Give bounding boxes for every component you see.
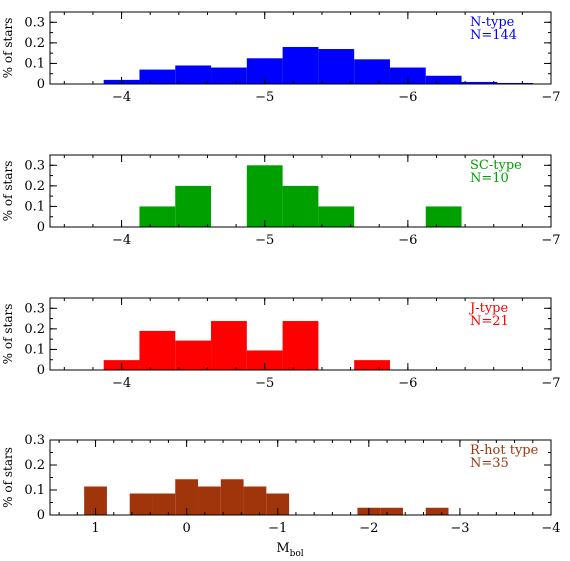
- histogram-bar: [175, 185, 212, 227]
- y-tick-label: 0.3: [24, 158, 45, 173]
- plot-frame: [49, 154, 552, 228]
- series-label: J-type: [468, 301, 508, 316]
- series-label: R-hot type: [470, 443, 539, 458]
- panel-4: 1 0 −1 −2 −3 −4 0 0.1 0.2 0.3 % of stars R-hot type…: [1, 433, 561, 536]
- histogram-bar: [354, 59, 390, 84]
- x-tick-label: 1: [91, 521, 99, 536]
- histogram-bar: [246, 165, 283, 227]
- y-tick-label: 0: [37, 363, 45, 378]
- x-tick-label: −4: [112, 376, 131, 391]
- histogram-bar: [318, 49, 355, 84]
- histogram-bar: [389, 67, 426, 84]
- series-count-label: N=21: [470, 314, 509, 329]
- histogram-bar: [220, 479, 244, 515]
- x-tick-label: −5: [255, 376, 274, 391]
- x-tick-label: −4: [112, 90, 131, 105]
- histogram-bar: [175, 340, 212, 370]
- y-axis-label: % of stars: [1, 304, 15, 365]
- histogram-bar: [211, 67, 247, 84]
- histogram-bar: [246, 350, 283, 370]
- x-tick-label: −5: [255, 233, 274, 248]
- x-tick-label: −4: [541, 521, 560, 536]
- x-tick-label: −1: [268, 521, 287, 536]
- y-axis-label: % of stars: [1, 447, 15, 508]
- histogram-bar: [139, 206, 176, 227]
- y-tick-label: 0.3: [24, 15, 45, 30]
- histogram-bar: [139, 69, 176, 84]
- y-tick-label: 0.3: [24, 301, 45, 316]
- x-tick-label: −5: [255, 90, 274, 105]
- x-tick-label: −6: [398, 233, 417, 248]
- histogram-bar: [198, 486, 221, 515]
- y-tick-label: 0.2: [24, 458, 45, 473]
- y-tick-label: 0.1: [24, 199, 45, 214]
- histogram-bar: [175, 479, 199, 515]
- x-tick-label: −3: [450, 521, 469, 536]
- y-tick-label: 0.1: [24, 56, 45, 71]
- histogram-bar: [175, 65, 212, 84]
- x-tick-label: −6: [398, 90, 417, 105]
- series-count-label: N=144: [470, 28, 517, 43]
- series-label: SC-type: [470, 158, 522, 173]
- histogram-bar: [129, 493, 153, 515]
- histogram-bar: [425, 507, 449, 515]
- y-axis-label: % of stars: [1, 18, 15, 79]
- histogram-bar: [497, 82, 534, 84]
- histogram-bar: [282, 321, 319, 370]
- x-tick-label: −4: [112, 233, 131, 248]
- histogram-bar: [139, 330, 176, 370]
- x-axis-label: Mbol: [276, 541, 303, 559]
- histogram-bar: [318, 206, 355, 227]
- y-tick-label: 0.1: [24, 483, 45, 498]
- histogram-bar: [266, 493, 290, 515]
- y-tick-label: 0: [37, 508, 45, 523]
- series-count-label: N=35: [470, 456, 509, 471]
- x-tick-label: −7: [541, 90, 560, 105]
- y-axis-label: % of stars: [1, 161, 15, 222]
- histogram-bar: [152, 493, 176, 515]
- x-tick-label: −7: [541, 233, 560, 248]
- histogram-bar: [425, 206, 462, 227]
- histogram-bar: [380, 507, 403, 515]
- x-tick-label: −6: [398, 376, 417, 391]
- histogram-bar: [84, 486, 107, 515]
- y-tick-label: 0.2: [24, 36, 45, 51]
- histogram-panels: −4 −5 −6 −700.10.20.3% of stars N-typeN=144−…: [1, 11, 561, 536]
- y-tick-label: 0.2: [24, 322, 45, 337]
- histogram-bar: [211, 321, 247, 370]
- series-label: N-type: [470, 15, 515, 30]
- series-count-label: N=10: [470, 171, 509, 186]
- plot-frame: [49, 11, 552, 85]
- y-tick-label: 0: [37, 220, 45, 235]
- x-tick-label: −7: [541, 376, 560, 391]
- histogram-bar: [282, 185, 319, 227]
- y-tick-label: 0.2: [24, 179, 45, 194]
- y-tick-label: 0.1: [24, 342, 45, 357]
- histogram-bar: [425, 75, 462, 84]
- plot-frame: [49, 297, 552, 371]
- histogram-bar: [282, 46, 319, 84]
- histogram-bar: [354, 360, 390, 370]
- histogram-bar: [243, 486, 267, 515]
- histogram-bar: [461, 81, 498, 84]
- y-tick-label: 0.3: [24, 433, 45, 448]
- x-tick-label: 0: [182, 521, 190, 536]
- y-tick-label: 0: [37, 77, 45, 92]
- x-tick-label: −2: [359, 521, 378, 536]
